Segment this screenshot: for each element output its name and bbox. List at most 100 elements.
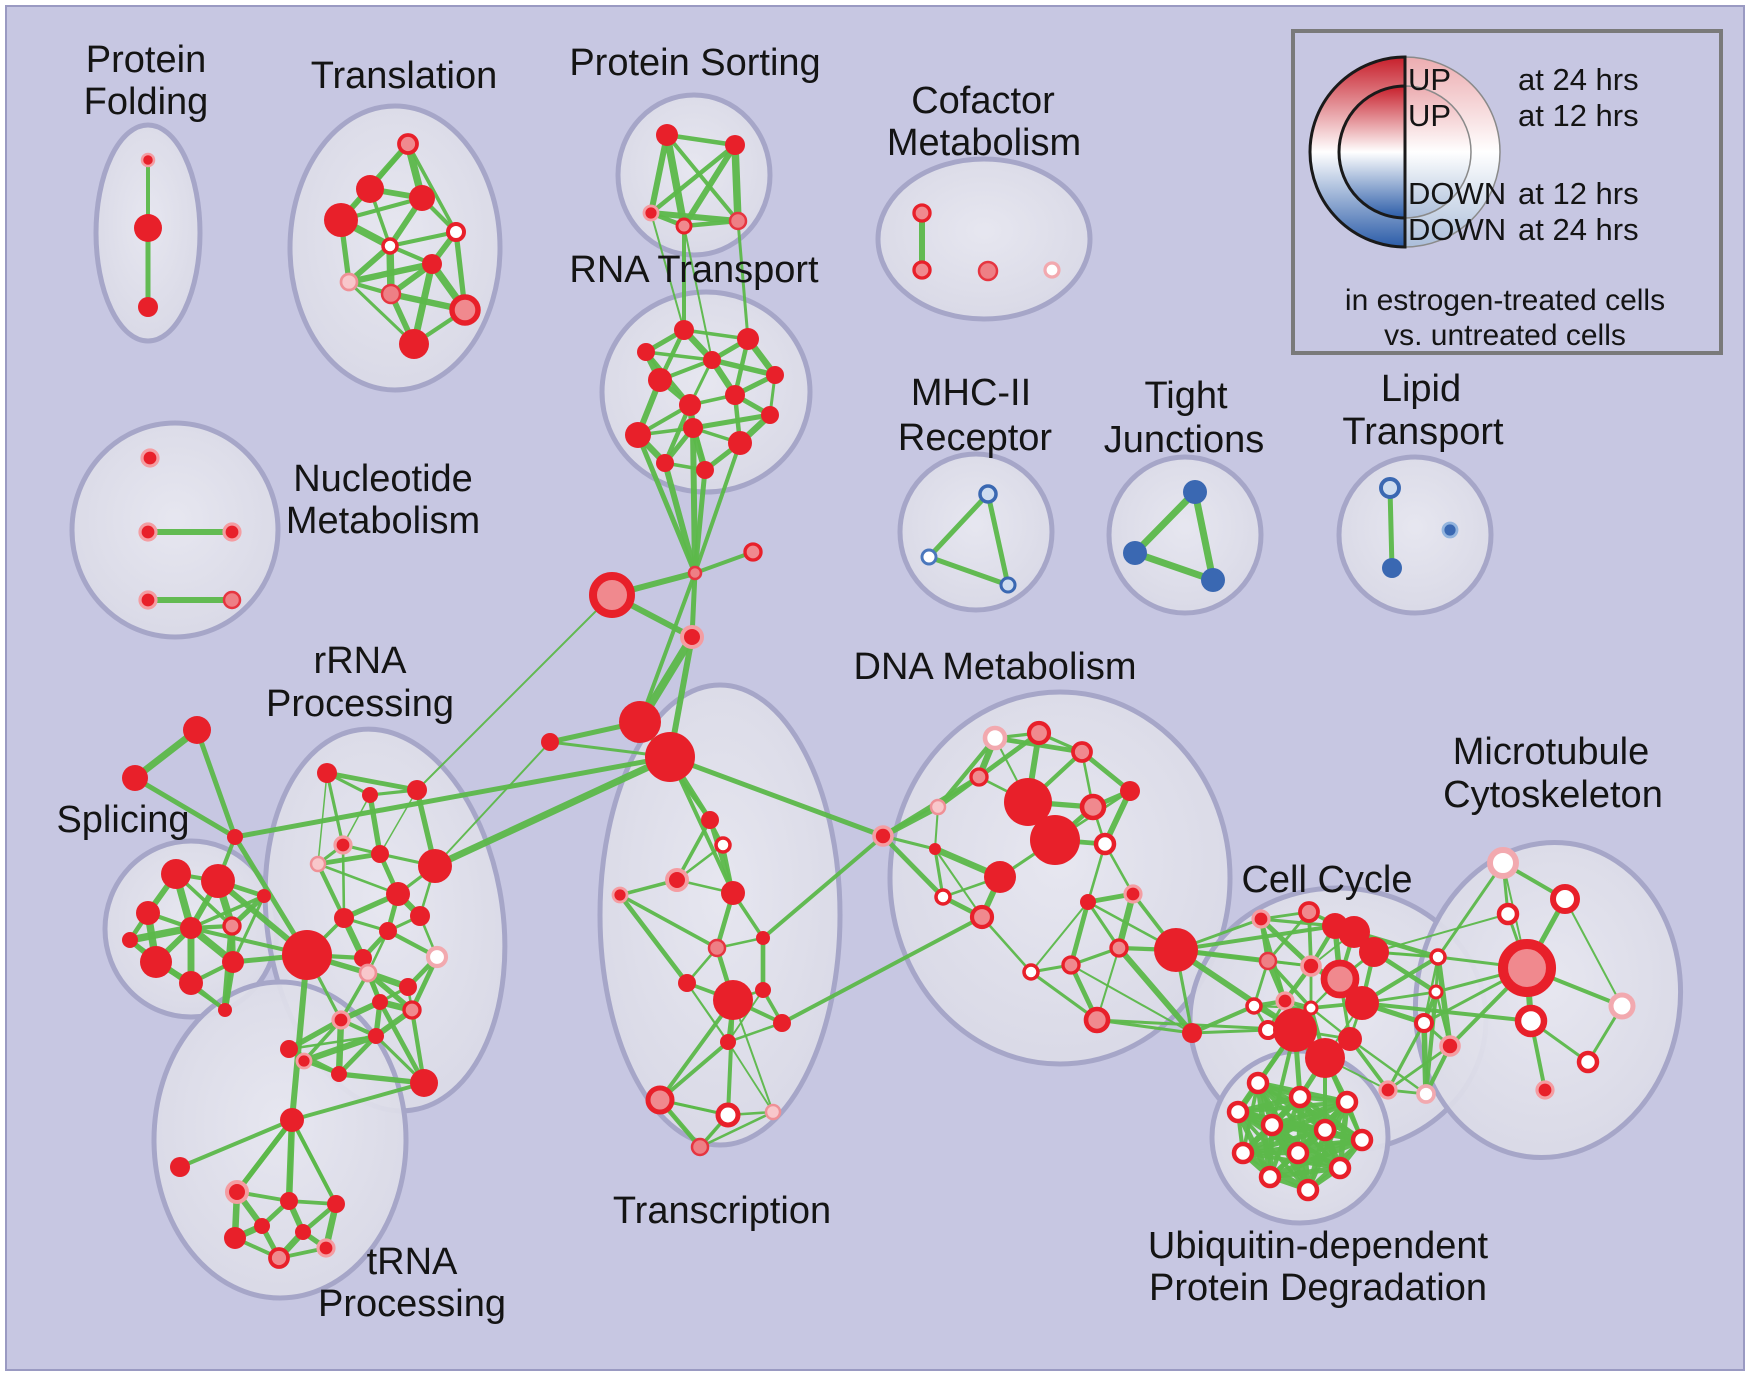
node-dna-6 [1079, 793, 1107, 821]
node-dna-14 [1123, 884, 1143, 904]
node-splicing_outer-1 [122, 765, 148, 791]
edge-link [635, 432, 698, 576]
edge-cell_cycle [1435, 954, 1453, 1049]
node-ubiquitin-3 [1226, 1100, 1250, 1124]
edge-cell_cycle [1266, 959, 1313, 1010]
cluster-label-lipid: Lipid [1381, 368, 1461, 410]
cluster-label-dna: DNA Metabolism [854, 646, 1137, 688]
legend: UP at 24 hrs UP at 12 hrs DOWN at 12 hrs DOWN a… [1291, 29, 1723, 355]
node-nucleotide-2 [222, 522, 242, 542]
edge-protein_sorting [665, 133, 740, 223]
node-cell_cycle-0 [1251, 909, 1271, 929]
edge-link [1190, 1004, 1256, 1035]
edge-dna [1116, 945, 1195, 1036]
cluster-label-rna_transport: RNA Transport [569, 249, 819, 291]
node-transcription-9 [713, 980, 753, 1020]
node-dna-8 [1030, 815, 1080, 865]
edge-transcription [685, 981, 730, 1044]
node-dna-4 [1120, 781, 1140, 801]
node-microtubule-0 [1487, 847, 1519, 879]
node-rna_transport-8 [761, 406, 779, 424]
edge-link [431, 753, 674, 870]
cluster-label-cell_cycle: Cell Cycle [1241, 859, 1412, 901]
node-splicing-5 [140, 946, 172, 978]
cluster-label-protein_sorting: Protein Sorting [569, 42, 820, 84]
edge-transcription [617, 892, 690, 986]
node-rrna-23 [282, 930, 332, 980]
node-microtubule-2 [1496, 902, 1520, 926]
node-dna-9 [984, 861, 1016, 893]
edge-splicing_outer [194, 727, 238, 840]
node-rrna-18 [410, 1069, 438, 1097]
edge-trna [285, 1116, 296, 1205]
node-transcription-3 [721, 881, 745, 905]
node-rrna-4 [386, 882, 410, 906]
edge-trna [178, 1118, 294, 1169]
node-cell_cycle-21 [1428, 984, 1444, 1000]
node-rrna-12 [358, 963, 378, 983]
edge-transcription [727, 989, 764, 1043]
node-rna_transport-2 [637, 343, 655, 361]
node-splicing-2 [136, 901, 160, 925]
node-hub-3 [687, 565, 703, 581]
node-transcription-12 [645, 1085, 675, 1115]
node-nucleotide-0 [140, 448, 160, 468]
node-protein_sorting-4 [728, 211, 748, 231]
legend-direction-0: UP [1408, 62, 1451, 97]
edge-splicing [189, 894, 266, 930]
edge-link [692, 467, 708, 576]
edge-translation [387, 229, 459, 249]
cluster-label-cofactor: Metabolism [887, 122, 1081, 164]
node-transcription-14 [764, 1103, 782, 1121]
node-dna-22 [1154, 928, 1198, 972]
node-hub-1 [645, 732, 695, 782]
node-dna-13 [934, 888, 952, 906]
node-rna_transport-3 [703, 351, 721, 369]
node-dna-10 [1093, 832, 1117, 856]
cluster-label-trna: tRNA [367, 1241, 458, 1283]
node-cell_cycle-6 [1300, 955, 1322, 977]
edge-rna_transport [688, 403, 707, 472]
node-transcription-2 [665, 868, 689, 892]
node-protein_folding-0 [140, 152, 156, 168]
node-cell_cycle-5 [1275, 991, 1295, 1011]
node-rrna-0 [309, 855, 327, 873]
edge-link [232, 754, 673, 840]
edge-dna [1069, 963, 1194, 1035]
edge-link [683, 225, 713, 361]
node-protein_sorting-0 [656, 124, 678, 146]
node-cell_cycle-11 [1320, 959, 1360, 999]
node-rrna-1 [333, 835, 353, 855]
cluster-label-nucleotide: Metabolism [286, 500, 480, 542]
edge-transcription [726, 1021, 784, 1044]
edge-hub [638, 571, 697, 724]
node-ubiquitin-10 [1296, 1178, 1320, 1202]
node-transcription-13 [715, 1102, 741, 1128]
node-cell_cycle-2 [1258, 951, 1278, 971]
node-cell_cycle-7 [1303, 1000, 1319, 1016]
node-rrna-20 [317, 763, 337, 783]
node-dna-21 [1182, 1023, 1202, 1043]
edge-dna [933, 847, 984, 919]
node-splicing-1 [201, 864, 235, 898]
edge-dna [1068, 899, 1091, 968]
node-microtubule-4 [1514, 1004, 1548, 1038]
node-rrna-8 [354, 949, 372, 967]
node-dna-19 [1022, 963, 1040, 981]
node-ubiquitin-11 [1328, 1156, 1352, 1180]
edge-protein_sorting [648, 142, 738, 216]
node-nucleotide-1 [138, 522, 158, 542]
edge-splicing_outer [132, 775, 238, 840]
edge-link [690, 425, 698, 576]
node-translation-3 [409, 185, 435, 211]
node-splicing-3 [180, 917, 202, 939]
node-trna-2 [225, 1180, 249, 1204]
edge-link [1373, 913, 1509, 953]
cluster-label-ubiquitin: Ubiquitin-dependent [1148, 1225, 1489, 1267]
node-dna-7 [1004, 778, 1052, 826]
edge-transcription [727, 1041, 774, 1113]
node-splicing-6 [222, 951, 244, 973]
node-cell_cycle-20 [1429, 948, 1447, 966]
